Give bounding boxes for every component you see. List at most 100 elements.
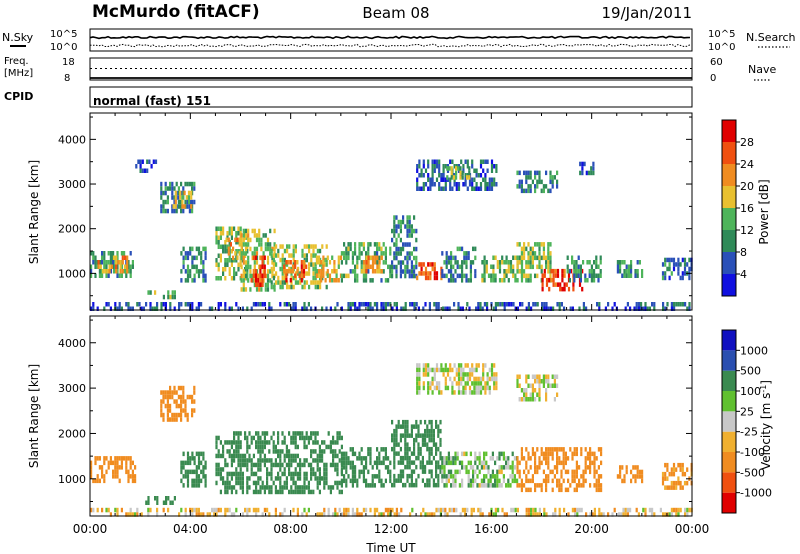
power-echo-cell: [584, 273, 587, 278]
velocity-echo-cell: [488, 390, 491, 395]
velocity-echo-cell: [562, 456, 565, 461]
power-echo-cell: [182, 260, 185, 265]
power-echo-cell: [444, 164, 447, 169]
velocity-echo-cell: [584, 465, 587, 470]
velocity-echo-cell: [641, 474, 644, 479]
velocity-echo-cell: [474, 451, 477, 457]
velocity-echo-cell: [171, 390, 174, 395]
velocity-echo-cell: [431, 381, 434, 386]
velocity-echo-cell: [340, 456, 343, 461]
power-echo-cell: [501, 278, 504, 283]
velocity-echo-cell: [418, 385, 421, 391]
velocity-echo-cell: [494, 460, 497, 466]
power-echo-cell: [110, 264, 113, 269]
velocity-echo-cell: [239, 462, 242, 468]
velocity-echo-cell: [679, 480, 682, 486]
power-echo-cell: [397, 260, 400, 265]
power-echo-cell: [240, 255, 243, 261]
power-echo-cell: [455, 170, 458, 176]
power-echo-cell: [101, 273, 104, 278]
velocity-echo-cell: [567, 487, 570, 493]
velocity-echo-cell: [312, 471, 315, 477]
velocity-echo-cell: [630, 478, 633, 484]
power-echo-cell: [242, 269, 245, 274]
velocity-echo-cell: [107, 465, 110, 470]
power-echo-cell: [548, 277, 551, 283]
velocity-echo-cell: [257, 449, 260, 454]
power-echo-cell: [308, 284, 311, 290]
velocity-echo-cell: [468, 385, 472, 391]
power-echo-cell: [292, 306, 295, 311]
power-echo-cell: [458, 264, 461, 270]
velocity-echo-cell: [393, 464, 396, 470]
velocity-echo-cell: [202, 469, 205, 475]
power-echo-cell: [197, 251, 201, 256]
velocity-echo-cell: [502, 465, 505, 470]
power-echo-cell: [340, 260, 343, 265]
velocity-echo-cell: [428, 428, 431, 434]
power-echo-cell: [492, 273, 495, 278]
velocity-echo-cell: [586, 451, 589, 457]
power-echo-cell: [345, 255, 348, 261]
velocity-echo-cell: [452, 460, 455, 466]
velocity-echo-cell: [398, 512, 401, 517]
velocity-echo-cell: [448, 507, 451, 513]
velocity-echo-cell: [252, 471, 255, 477]
power-echo-cell: [303, 306, 306, 311]
power-echo-cell: [115, 269, 118, 274]
velocity-echo-cell: [261, 458, 264, 463]
velocity-echo-cell: [246, 480, 249, 486]
velocity-echo-cell: [558, 456, 561, 461]
velocity-echo-cell: [186, 417, 189, 422]
velocity-echo-cell: [373, 507, 376, 513]
velocity-echo-cell: [343, 465, 346, 470]
velocity-echo-cell: [416, 381, 419, 386]
velocity-echo-cell: [408, 473, 411, 479]
power-colorbar-tick-label: 28: [740, 136, 754, 149]
power-echo-cell: [456, 246, 459, 252]
power-echo-cell: [466, 164, 469, 169]
velocity-echo-cell: [235, 476, 238, 481]
velocity-echo-cell: [257, 467, 260, 472]
velocity-echo-cell: [184, 512, 187, 517]
velocity-echo-cell: [534, 512, 537, 517]
velocity-echo-cell: [426, 424, 429, 429]
power-echo-cell: [415, 237, 418, 243]
velocity-echo-cell: [305, 471, 308, 477]
velocity-echo-cell: [471, 363, 474, 368]
power-echo-cell: [347, 246, 350, 252]
power-echo-cell: [129, 273, 132, 278]
velocity-echo-cell: [427, 381, 430, 386]
velocity-echo-cell: [531, 392, 534, 397]
power-echo-cell: [360, 242, 363, 247]
velocity-echo-cell: [380, 460, 383, 466]
velocity-echo-cell: [299, 489, 302, 495]
velocity-echo-cell: [266, 476, 269, 481]
power-echo-cell: [376, 246, 379, 252]
velocity-echo-cell: [444, 367, 447, 373]
power-echo-cell: [413, 306, 416, 311]
power-echo-cell: [495, 182, 498, 187]
velocity-echo-cell: [428, 433, 431, 438]
velocity-echo-cell: [316, 462, 319, 468]
power-echo-cell: [538, 170, 541, 176]
power-echo-cell: [681, 302, 684, 307]
velocity-echo-cell: [292, 471, 295, 477]
power-echo-cell: [211, 306, 214, 311]
power-echo-cell: [240, 233, 243, 238]
power-echo-cell: [242, 260, 245, 265]
power-echo-cell: [545, 255, 548, 261]
power-echo-cell: [545, 264, 548, 270]
velocity-echo-cell: [509, 483, 512, 488]
power-echo-cell: [258, 264, 261, 270]
power-echo-cell: [391, 237, 394, 243]
velocity-echo-cell: [310, 467, 313, 472]
velocity-echo-cell: [534, 465, 537, 470]
power-echo-cell: [433, 275, 436, 281]
power-echo-cell: [219, 276, 222, 281]
velocity-echo-cell: [564, 456, 567, 461]
velocity-echo-cell: [340, 435, 343, 441]
power-echo-cell: [142, 306, 145, 311]
velocity-echo-cell: [184, 408, 187, 413]
velocity-echo-cell: [621, 465, 624, 470]
